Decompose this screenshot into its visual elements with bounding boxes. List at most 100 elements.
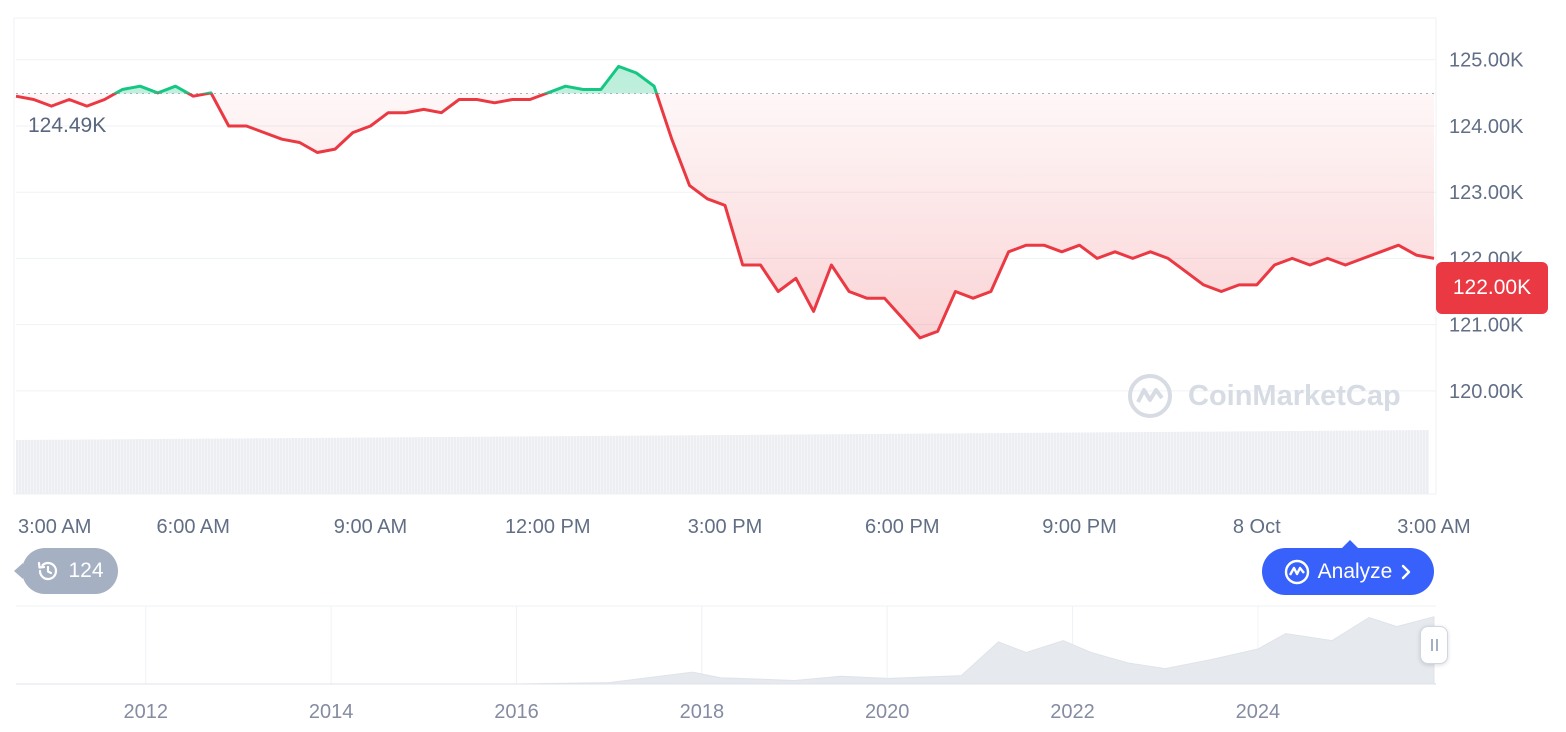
volume-bar bbox=[679, 435, 682, 494]
volume-bar bbox=[118, 439, 121, 494]
volume-bar bbox=[553, 436, 556, 494]
volume-bar bbox=[787, 434, 790, 494]
volume-bar bbox=[1195, 431, 1198, 494]
volume-bar bbox=[1339, 430, 1342, 494]
volume-bar bbox=[1306, 430, 1309, 494]
volume-bar bbox=[49, 439, 52, 494]
volume-bar bbox=[346, 437, 349, 494]
volume-bar bbox=[556, 436, 559, 494]
volume-bar bbox=[1363, 430, 1366, 494]
volume-bar bbox=[793, 434, 796, 494]
volume-bar bbox=[1342, 430, 1345, 494]
navigator-chart[interactable] bbox=[16, 605, 1436, 685]
volume-bar bbox=[1168, 431, 1171, 494]
volume-bar bbox=[739, 434, 742, 494]
volume-bar bbox=[1075, 432, 1078, 494]
volume-bar bbox=[862, 434, 865, 494]
volume-bar bbox=[1396, 430, 1399, 494]
volume-bar bbox=[871, 433, 874, 494]
volume-bar bbox=[148, 439, 151, 494]
volume-bar bbox=[445, 436, 448, 494]
volume-bar bbox=[463, 436, 466, 494]
volume-bar bbox=[1243, 431, 1246, 494]
volume-bar bbox=[115, 439, 118, 494]
volume-bar bbox=[673, 435, 676, 494]
volume-bar bbox=[1030, 432, 1033, 494]
volume-bar bbox=[940, 433, 943, 494]
volume-bar bbox=[769, 434, 772, 494]
volume-bar bbox=[64, 439, 67, 494]
volume-bar bbox=[841, 434, 844, 494]
volume-bar bbox=[517, 436, 520, 494]
volume-bar bbox=[838, 434, 841, 494]
analyze-button[interactable]: Analyze bbox=[1262, 540, 1434, 595]
volume-bar bbox=[1267, 431, 1270, 494]
volume-bar bbox=[457, 436, 460, 494]
volume-bar bbox=[1417, 430, 1420, 494]
volume-bar bbox=[1189, 431, 1192, 494]
volume-bar bbox=[1234, 431, 1237, 494]
volume-bar bbox=[1366, 430, 1369, 494]
volume-bar bbox=[406, 437, 409, 494]
volume-bar bbox=[226, 438, 229, 494]
volume-bar bbox=[217, 438, 220, 494]
volume-bar bbox=[82, 439, 85, 494]
volume-bar bbox=[655, 435, 658, 494]
volume-bar bbox=[694, 435, 697, 494]
volume-bar bbox=[94, 439, 97, 494]
volume-bar bbox=[352, 437, 355, 494]
history-badge[interactable]: 124 bbox=[14, 548, 118, 594]
volume-bar bbox=[1090, 432, 1093, 494]
volume-bar bbox=[1024, 432, 1027, 494]
navigator-tick-label: 2020 bbox=[865, 701, 910, 723]
volume-bar bbox=[1078, 432, 1081, 494]
volume-bar bbox=[544, 436, 547, 494]
volume-bar bbox=[370, 437, 373, 494]
price-lines[interactable] bbox=[15, 64, 1435, 340]
navigator-drag-handle[interactable] bbox=[1420, 626, 1448, 664]
volume-bar bbox=[292, 438, 295, 494]
volume-bar bbox=[76, 439, 79, 494]
area-below-reference bbox=[16, 93, 1434, 338]
volume-bar bbox=[883, 433, 886, 494]
volume-bar bbox=[808, 434, 811, 494]
volume-bar bbox=[700, 435, 703, 494]
volume-bar bbox=[460, 436, 463, 494]
volume-bar bbox=[382, 437, 385, 494]
volume-bar bbox=[790, 434, 793, 494]
volume-bar bbox=[562, 436, 565, 494]
volume-bar bbox=[1003, 433, 1006, 494]
volume-bar bbox=[1324, 430, 1327, 494]
volume-bar bbox=[481, 436, 484, 494]
volume-bar bbox=[1039, 432, 1042, 494]
volume-bar bbox=[229, 438, 232, 494]
volume-bar bbox=[1009, 432, 1012, 494]
volume-bar bbox=[466, 436, 469, 494]
volume-bar bbox=[340, 437, 343, 494]
volume-bar bbox=[1291, 431, 1294, 494]
volume-bar bbox=[568, 436, 571, 494]
volume-bar bbox=[130, 439, 133, 494]
volume-bar bbox=[853, 434, 856, 494]
volume-bar bbox=[613, 435, 616, 494]
volume-bar bbox=[472, 436, 475, 494]
x-tick-label: 12:00 PM bbox=[505, 516, 591, 538]
volume-bar bbox=[649, 435, 652, 494]
volume-bar bbox=[970, 433, 973, 494]
volume-bar bbox=[412, 437, 415, 494]
volume-bar bbox=[1015, 432, 1018, 494]
volume-bar bbox=[295, 438, 298, 494]
volume-bar bbox=[235, 438, 238, 494]
volume-bar bbox=[337, 437, 340, 494]
volume-bar bbox=[499, 436, 502, 494]
volume-bar bbox=[1252, 431, 1255, 494]
volume-bar bbox=[580, 436, 583, 494]
volume-bar bbox=[1285, 431, 1288, 494]
volume-bar bbox=[817, 434, 820, 494]
volume-bar bbox=[1036, 432, 1039, 494]
volume-bar bbox=[529, 436, 532, 494]
volume-bar bbox=[139, 439, 142, 494]
volume-bar bbox=[166, 438, 169, 494]
volume-bar bbox=[367, 437, 370, 494]
